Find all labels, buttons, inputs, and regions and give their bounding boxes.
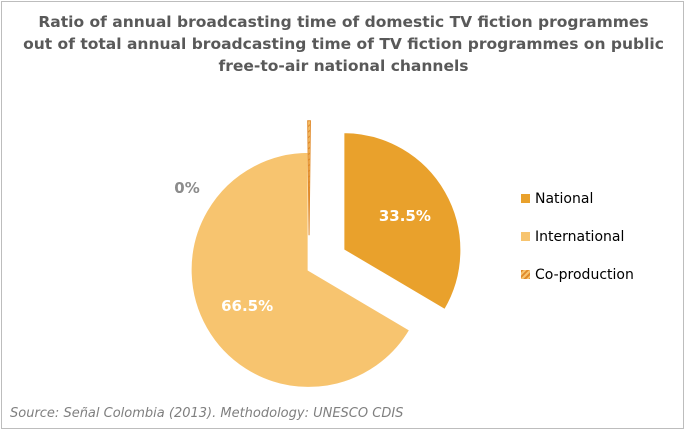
legend-item-co-production: Co-production [521, 265, 634, 284]
pie-slice-national [342, 131, 463, 312]
pie-value-label-national: 33.5% [379, 207, 431, 225]
pie-slice-international [189, 150, 412, 389]
legend-swatch-national [521, 194, 530, 203]
legend-swatch-co-production [521, 270, 530, 279]
pie-value-label-co-production: 0% [174, 179, 199, 197]
legend-swatch-international [521, 232, 530, 241]
pie-slice-co-production [307, 120, 311, 236]
chart-title: Ratio of annual broadcasting time of dom… [23, 13, 664, 75]
source-note: Source: Señal Colombia (2013). Methodolo… [10, 406, 404, 421]
pie-value-label-international: 66.5% [221, 297, 273, 315]
legend-label-national: National [535, 190, 594, 207]
legend-item-international: International [521, 227, 634, 246]
legend-label-co-production: Co-production [535, 266, 634, 283]
legend: National International Co-production [521, 189, 634, 303]
pie-value-labels: 33.5% 66.5% 0% [174, 179, 431, 315]
legend-label-international: International [535, 228, 625, 245]
pie-slices [189, 120, 463, 389]
legend-item-national: National [521, 189, 634, 208]
